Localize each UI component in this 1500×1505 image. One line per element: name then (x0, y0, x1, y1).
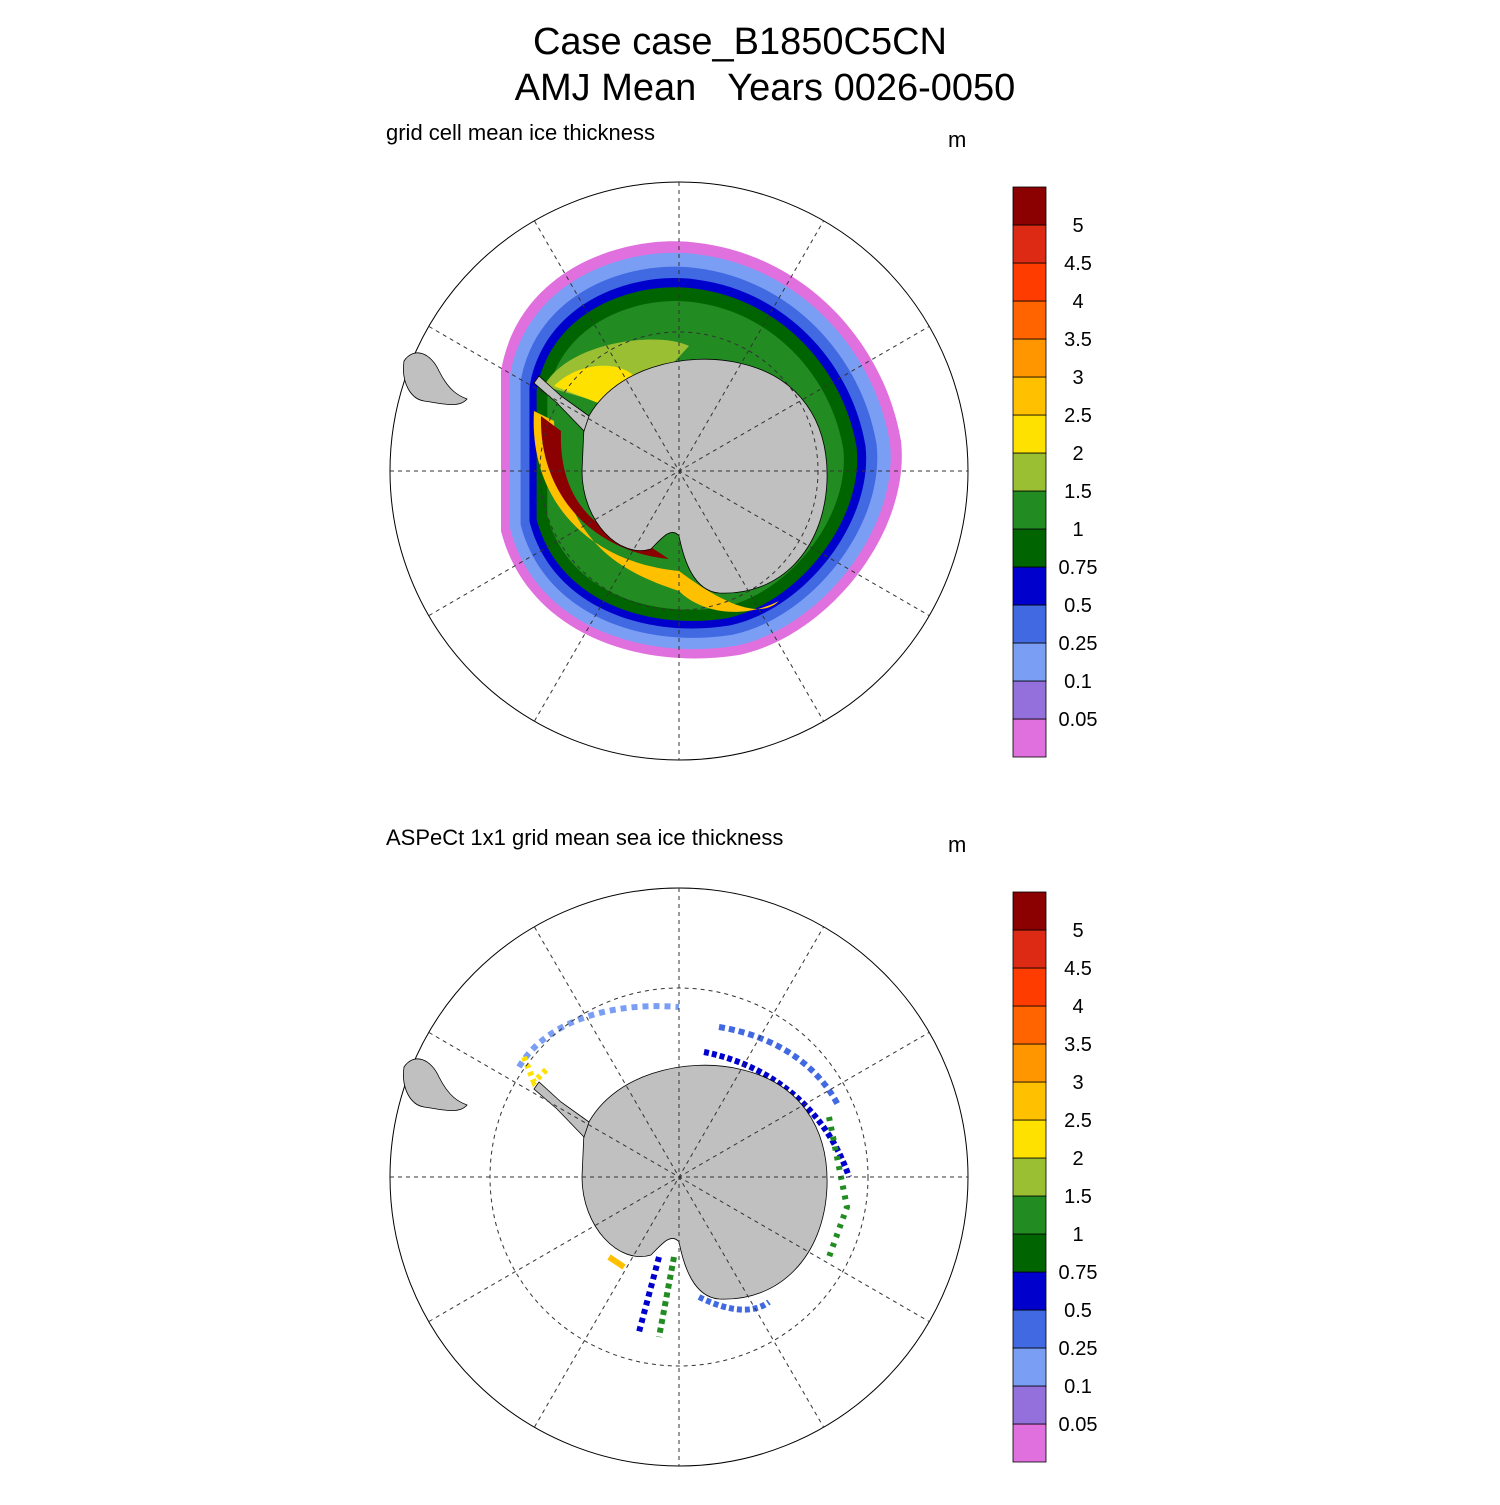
polar-map (389, 887, 969, 1467)
colorbar-box (1012, 490, 1047, 530)
colorbar-box (1012, 929, 1047, 969)
title-line: AMJ Mean Years 0026-0050 (515, 67, 1016, 109)
title-line: Case case_B1850C5CN (533, 21, 947, 63)
colorbar-box (1012, 604, 1047, 644)
colorbar-label: 0.75 (1059, 557, 1098, 579)
colorbar-box (1012, 1005, 1047, 1045)
colorbar-label: 0.75 (1059, 1262, 1098, 1284)
colorbar-box (1012, 1271, 1047, 1311)
colorbar-label: 0.25 (1059, 633, 1098, 655)
colorbar-label: 0.5 (1064, 595, 1092, 617)
colorbar-label: 4 (1072, 291, 1083, 313)
colorbar-box (1012, 1195, 1047, 1235)
colorbar-box (1012, 718, 1047, 758)
units: m (948, 832, 966, 857)
colorbar-box (1012, 566, 1047, 606)
colorbar-box (1012, 1157, 1047, 1197)
colorbar-label: 5 (1072, 920, 1083, 942)
colorbar-box (1012, 338, 1047, 378)
colorbar-label: 0.5 (1064, 1300, 1092, 1322)
colorbar-label: 0.1 (1064, 671, 1092, 693)
colorbar-label: 0.1 (1064, 1376, 1092, 1398)
colorbar-label: 1 (1072, 1224, 1083, 1246)
colorbar-box (1012, 967, 1047, 1007)
panel-title: grid cell mean ice thickness (386, 120, 655, 145)
colorbar-label: 5 (1072, 215, 1083, 237)
colorbar-label: 4 (1072, 996, 1083, 1018)
polar-map (389, 181, 969, 761)
colorbar-label: 1 (1072, 519, 1083, 541)
colorbar-box (1012, 262, 1047, 302)
colorbar-label: 3 (1072, 1072, 1083, 1094)
colorbar-box (1012, 452, 1047, 492)
colorbar-box (1012, 1423, 1047, 1463)
meridians (390, 182, 968, 760)
colorbar-label: 4.5 (1064, 958, 1092, 980)
colorbar-box (1012, 1043, 1047, 1083)
colorbar-box (1012, 528, 1047, 568)
colorbar-label: 4.5 (1064, 253, 1092, 275)
colorbar-box (1012, 1385, 1047, 1425)
colorbar-box (1012, 1119, 1047, 1159)
colorbar-label: 3.5 (1064, 329, 1092, 351)
colorbar-box (1012, 642, 1047, 682)
colorbar-label: 2 (1072, 1148, 1083, 1170)
colorbar-label: 0.05 (1059, 1414, 1098, 1436)
ice-patch (533, 411, 779, 612)
colorbar-label: 2.5 (1064, 405, 1092, 427)
panel-title: ASPeCt 1x1 grid mean sea ice thickness (386, 825, 783, 850)
colorbar-box (1012, 1233, 1047, 1273)
colorbar-label: 1.5 (1064, 481, 1092, 503)
colorbar-box (1012, 891, 1047, 931)
colorbar-box (1012, 680, 1047, 720)
colorbar-box (1012, 224, 1047, 264)
colorbar-label: 0.25 (1059, 1338, 1098, 1360)
meridians (390, 888, 968, 1466)
colorbar-box (1012, 300, 1047, 340)
units: m (948, 127, 966, 152)
colorbar-box (1012, 376, 1047, 416)
colorbar-box (1012, 1309, 1047, 1349)
colorbar-label: 2.5 (1064, 1110, 1092, 1132)
colorbar-box (1012, 414, 1047, 454)
observations (516, 1003, 852, 1338)
colorbar-box (1012, 1081, 1047, 1121)
colorbar-label: 2 (1072, 443, 1083, 465)
colorbar-label: 3.5 (1064, 1034, 1092, 1056)
colorbar-box (1012, 186, 1047, 226)
colorbar-label: 1.5 (1064, 1186, 1092, 1208)
colorbar-label: 0.05 (1059, 709, 1098, 731)
colorbar-box (1012, 1347, 1047, 1387)
colorbar-label: 3 (1072, 367, 1083, 389)
